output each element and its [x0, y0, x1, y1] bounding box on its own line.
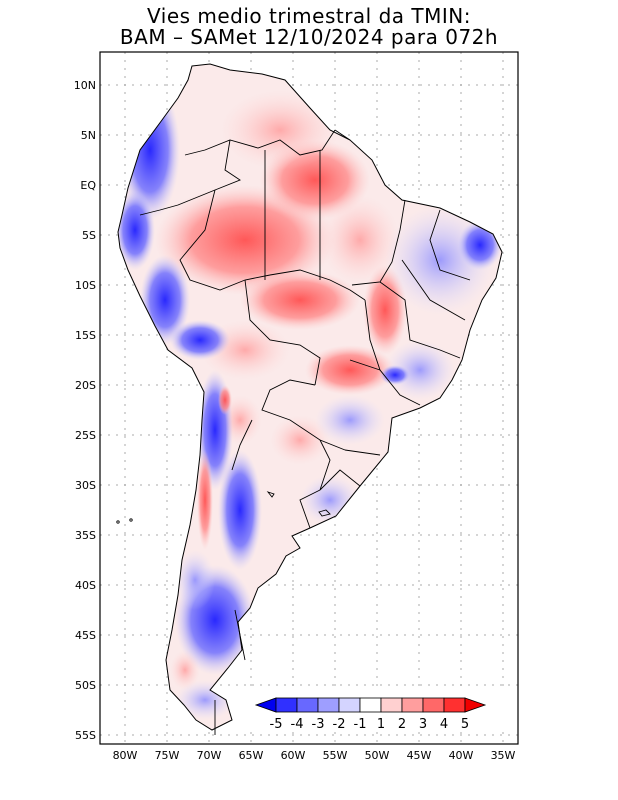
lat-label-40s: 40S [75, 579, 96, 592]
colorbar-label: 1 [377, 717, 385, 732]
lat-label-5s: 5S [82, 229, 96, 242]
colorbar-label: -1 [354, 717, 367, 732]
lat-label-10s: 10S [75, 279, 96, 292]
islands [116, 491, 331, 524]
lat-label-30s: 30S [75, 479, 96, 492]
lat-label-15s: 15S [75, 329, 96, 342]
lat-label-25s: 25S [75, 429, 96, 442]
lon-label-45w: 45W [407, 749, 432, 762]
lat-label-20s: 20S [75, 379, 96, 392]
lon-label-55w: 55W [323, 749, 348, 762]
colorbar-swatch-1 [275, 697, 298, 713]
longitude-labels: 80W 75W 70W 65W 60W 55W 50W 45W 40W 35W [113, 749, 516, 762]
colorbar-arrow-right [464, 697, 487, 713]
colorbar-label: 4 [440, 717, 448, 732]
colorbar-label: -3 [312, 717, 325, 732]
colorbar-swatch-8 [422, 697, 445, 713]
colorbar: -5 -4 -3 -2 -1 1 2 3 4 5 [246, 692, 510, 732]
lat-label-eq: EQ [80, 179, 96, 192]
lon-label-50w: 50W [365, 749, 390, 762]
lon-label-65w: 65W [239, 749, 264, 762]
lon-label-70w: 70W [197, 749, 222, 762]
map-title-line2: BAM – SAMet 12/10/2024 para 072h [119, 25, 499, 49]
colorbar-swatch-9 [443, 697, 466, 713]
colorbar-swatch-7 [401, 697, 424, 713]
lon-label-40w: 40W [449, 749, 474, 762]
map-title-line1: Vies medio trimestral da TMIN: [147, 4, 471, 28]
lat-label-5n: 5N [81, 129, 96, 142]
colorbar-label: -4 [291, 717, 304, 732]
lon-label-80w: 80W [113, 749, 138, 762]
bias-field [118, 64, 502, 730]
colorbar-swatch-3 [317, 697, 340, 713]
lat-label-35s: 35S [75, 529, 96, 542]
colorbar-swatch-5 [359, 697, 382, 713]
political-borders [139, 129, 471, 735]
colorbar-label: -2 [333, 717, 346, 732]
colorbar-label: -5 [270, 717, 283, 732]
colorbar-label: 2 [398, 717, 406, 732]
lon-label-75w: 75W [155, 749, 180, 762]
colorbar-label: 3 [419, 717, 427, 732]
lat-label-45s: 45S [75, 629, 96, 642]
colorbar-swatch-4 [338, 697, 361, 713]
colorbar-label: 5 [461, 717, 469, 732]
lon-label-35w: 35W [491, 749, 516, 762]
map-frame [99, 51, 519, 745]
latitude-labels: 10N 5N EQ 5S 10S 15S 20S 25S 30S 35S 40S… [74, 79, 97, 742]
colorbar-swatch-6 [380, 697, 403, 713]
lat-label-50s: 50S [75, 679, 96, 692]
colorbar-swatch-2 [296, 697, 319, 713]
lon-label-60w: 60W [281, 749, 306, 762]
coastline [117, 63, 503, 731]
lat-label-55s: 55S [75, 729, 96, 742]
lat-label-10n: 10N [74, 79, 96, 92]
